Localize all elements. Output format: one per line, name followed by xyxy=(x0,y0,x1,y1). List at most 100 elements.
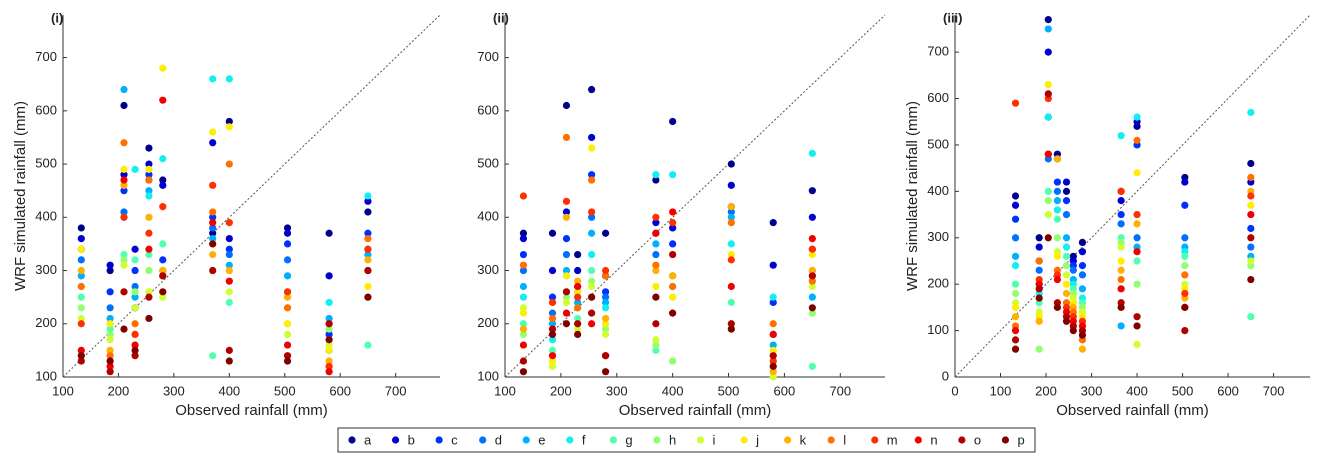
data-point xyxy=(106,261,114,269)
data-point xyxy=(574,293,582,301)
data-point xyxy=(727,240,735,248)
data-point xyxy=(1062,280,1071,288)
y-axis-label: WRF simulated rainfall (mm) xyxy=(12,101,29,291)
data-point xyxy=(77,245,85,253)
data-point xyxy=(1069,266,1077,274)
data-point xyxy=(1247,234,1255,242)
data-point xyxy=(225,234,233,243)
data-point xyxy=(145,192,153,200)
data-point xyxy=(77,293,85,301)
data-point xyxy=(106,362,114,370)
data-point xyxy=(808,309,816,317)
data-point xyxy=(325,357,333,365)
data-point xyxy=(588,250,596,259)
data-point xyxy=(159,176,167,184)
data-point xyxy=(1133,234,1141,242)
data-point xyxy=(562,309,571,317)
data-point xyxy=(1117,303,1125,311)
data-point xyxy=(1181,303,1189,311)
data-point xyxy=(1181,326,1189,335)
data-point xyxy=(106,288,114,296)
data-point xyxy=(225,160,233,168)
data-point xyxy=(669,282,677,291)
data-point xyxy=(1044,210,1052,219)
data-point xyxy=(1062,178,1071,186)
data-point xyxy=(1117,187,1125,195)
legend-marker xyxy=(827,436,835,444)
data-point xyxy=(652,336,660,344)
x-tick-label: 300 xyxy=(606,383,628,398)
data-point xyxy=(145,187,153,195)
data-point xyxy=(669,171,677,179)
data-point xyxy=(601,352,610,360)
data-point xyxy=(283,240,292,248)
data-point xyxy=(601,266,610,275)
data-point xyxy=(574,330,582,339)
data-point xyxy=(209,229,217,237)
data-point xyxy=(574,325,582,333)
y-tick-label: 600 xyxy=(35,102,57,117)
data-point xyxy=(209,213,217,221)
data-point xyxy=(120,171,128,179)
data-point xyxy=(652,240,660,248)
data-point xyxy=(1035,285,1043,293)
data-point xyxy=(209,250,217,259)
data-point xyxy=(145,245,153,253)
data-point xyxy=(1044,113,1052,121)
data-point xyxy=(77,282,85,291)
data-point xyxy=(519,234,528,243)
legend-marker xyxy=(479,436,487,444)
data-point xyxy=(519,192,528,200)
data-point xyxy=(652,320,660,328)
x-tick-label: 600 xyxy=(1217,383,1239,398)
data-point xyxy=(574,266,582,275)
y-tick-label: 500 xyxy=(927,136,949,151)
legend-label: p xyxy=(1017,432,1024,447)
data-point xyxy=(1062,317,1071,325)
legend-marker xyxy=(609,436,617,444)
x-axis-label: Observed rainfall (mm) xyxy=(1056,402,1209,419)
data-point xyxy=(145,293,153,301)
panel-label: (i) xyxy=(51,10,63,25)
data-point xyxy=(106,352,114,360)
legend-label: j xyxy=(755,432,759,447)
data-point xyxy=(1133,248,1141,256)
data-point xyxy=(519,229,528,237)
data-point xyxy=(225,219,233,227)
data-point xyxy=(669,357,677,365)
x-tick-label: 500 xyxy=(718,383,740,398)
data-point xyxy=(574,314,582,323)
data-point xyxy=(727,181,735,189)
data-point xyxy=(769,219,777,227)
data-point xyxy=(120,250,128,259)
data-point xyxy=(1117,210,1125,219)
data-point xyxy=(1011,336,1020,344)
data-point xyxy=(1078,285,1087,293)
data-point xyxy=(209,352,217,360)
data-point xyxy=(159,288,167,296)
data-point xyxy=(652,219,660,227)
data-point xyxy=(1133,257,1141,265)
data-point xyxy=(283,304,292,312)
data-point xyxy=(1044,187,1052,195)
x-tick-label: 600 xyxy=(329,383,351,398)
data-point xyxy=(1053,252,1062,260)
data-point xyxy=(1053,303,1062,311)
data-point xyxy=(652,346,660,354)
x-tick-label: 200 xyxy=(108,383,130,398)
data-point xyxy=(548,320,557,328)
data-point xyxy=(769,320,777,328)
data-point xyxy=(1035,243,1043,251)
data-point xyxy=(106,266,114,275)
panel-label: (iii) xyxy=(943,10,963,25)
data-point xyxy=(669,117,677,126)
legend-label: e xyxy=(538,432,545,447)
data-point xyxy=(159,240,167,248)
data-point xyxy=(562,320,571,328)
data-point xyxy=(283,229,292,237)
data-point xyxy=(727,320,735,328)
data-point xyxy=(283,256,292,264)
data-point xyxy=(325,229,333,237)
data-point xyxy=(1133,280,1141,288)
